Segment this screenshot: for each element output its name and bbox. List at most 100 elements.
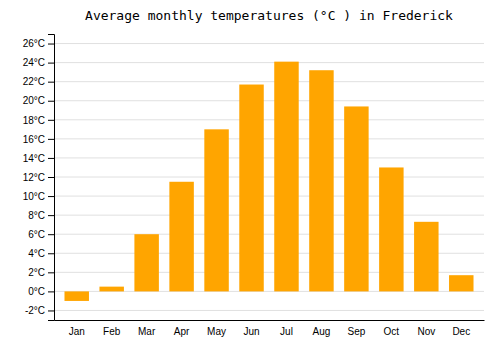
y-axis-line — [48, 35, 55, 321]
x-tick-label: Apr — [174, 326, 190, 337]
grid-line — [54, 43, 484, 44]
y-tick-mark — [48, 215, 54, 216]
grid-line — [54, 119, 484, 120]
x-tick: Jul — [280, 320, 293, 337]
y-tick-label: 6°C — [28, 229, 45, 240]
bar — [169, 182, 193, 292]
y-tick-label: 16°C — [23, 134, 45, 145]
x-tick: Nov — [417, 320, 435, 337]
grid — [54, 44, 484, 311]
plot: -2°C 0°C 2°C 4°C 6°C 8°C 10°C 12°C 14°C 16°C 18°C 2… — [23, 35, 485, 338]
y-tick: 6°C — [28, 229, 54, 240]
x-tick: Oct — [384, 320, 400, 337]
y-tick: 4°C — [28, 248, 54, 259]
x-tick-label: Jun — [243, 326, 259, 337]
x-tick-label: Nov — [417, 326, 435, 337]
bar — [134, 234, 158, 291]
y-tick: 12°C — [23, 172, 54, 183]
y-tick-label: 10°C — [23, 191, 45, 202]
y-tick-label: 24°C — [23, 57, 45, 68]
x-tick-label: Sep — [347, 326, 365, 337]
y-tick-label: 26°C — [23, 38, 45, 49]
x-tick-label: Jul — [280, 326, 293, 337]
y-tick-label: 22°C — [23, 76, 45, 87]
y-tick: 8°C — [28, 210, 54, 221]
y-tick-mark — [48, 310, 54, 311]
x-tick: Feb — [103, 320, 121, 337]
y-tick-label: 14°C — [23, 153, 45, 164]
y-tick-label: 18°C — [23, 115, 45, 126]
y-tick-label: 4°C — [28, 248, 45, 259]
x-tick: Dec — [452, 320, 470, 337]
bar — [274, 62, 298, 292]
bar — [449, 275, 473, 291]
y-tick-label: 20°C — [23, 95, 45, 106]
bar — [379, 167, 403, 291]
y-tick-mark — [48, 101, 54, 102]
y-tick-label: 8°C — [28, 210, 45, 221]
x-tick: Aug — [313, 320, 331, 337]
x-tick: Sep — [347, 320, 365, 337]
bar — [344, 106, 368, 291]
grid-line — [54, 81, 484, 82]
grid-line — [54, 100, 484, 101]
y-tick-mark — [48, 253, 54, 254]
y-tick: 26°C — [23, 38, 54, 49]
y-tick-label: 0°C — [28, 286, 45, 297]
x-tick-label: Mar — [138, 326, 156, 337]
y-tick: 20°C — [23, 95, 54, 106]
x-tick-label: Dec — [452, 326, 470, 337]
y-tick-mark — [48, 196, 54, 197]
y-tick: 18°C — [23, 115, 54, 126]
y-tick-mark — [48, 272, 54, 273]
bars — [64, 62, 473, 301]
grid-line — [54, 157, 484, 158]
y-tick-mark — [48, 177, 54, 178]
x-tick: Jan — [69, 320, 85, 337]
bar — [99, 287, 123, 292]
y-tick-mark — [48, 158, 54, 159]
bar — [239, 85, 263, 292]
bar — [414, 222, 438, 292]
y-tick: 10°C — [23, 191, 54, 202]
y-tick-label: -2°C — [25, 305, 45, 316]
x-axis-line — [55, 320, 485, 321]
y-tick-mark — [48, 82, 54, 83]
grid-line — [54, 62, 484, 63]
grid-line — [54, 138, 484, 139]
y-tick-mark — [48, 120, 54, 121]
bar — [204, 129, 228, 291]
y-tick-label: 2°C — [28, 267, 45, 278]
y-tick: 16°C — [23, 134, 54, 145]
y-tick: 24°C — [23, 57, 54, 68]
grid-line — [54, 215, 484, 216]
grid-line — [54, 196, 484, 197]
grid-line — [54, 177, 484, 178]
y-tick-mark — [48, 44, 54, 45]
x-tick-label: Aug — [313, 326, 331, 337]
y-tick-mark — [48, 63, 54, 64]
x-tick: Apr — [174, 320, 190, 337]
chart: -2°C 0°C 2°C 4°C 6°C 8°C 10°C 12°C 14°C 16°C 18°C 2… — [0, 0, 500, 350]
x-tick-label: May — [207, 326, 226, 337]
y-tick-mark — [48, 291, 54, 292]
x-tick-label: Jan — [69, 326, 85, 337]
y-tick: -2°C — [25, 305, 54, 316]
y-tick-mark — [48, 234, 54, 235]
y-tick: 2°C — [28, 267, 54, 278]
x-tick-label: Oct — [384, 326, 400, 337]
y-tick: 22°C — [23, 76, 54, 87]
y-axis: -2°C 0°C 2°C 4°C 6°C 8°C 10°C 12°C 14°C 16°C 18°C 2… — [23, 35, 55, 321]
title: Average monthly temperatures (°C ) in Fr… — [85, 8, 453, 23]
bar — [64, 291, 88, 301]
y-tick: 14°C — [23, 153, 54, 164]
x-tick: Mar — [138, 320, 156, 337]
x-tick: Jun — [243, 320, 259, 337]
y-tick: 0°C — [28, 286, 54, 297]
y-tick-label: 12°C — [23, 172, 45, 183]
y-tick-mark — [48, 139, 54, 140]
bar — [309, 70, 333, 291]
x-tick-label: Feb — [103, 326, 121, 337]
grid-line — [54, 310, 484, 311]
x-axis: Jan Feb Mar Apr May Jun Jul Aug Sep Oct Nov Dec — [55, 320, 485, 337]
